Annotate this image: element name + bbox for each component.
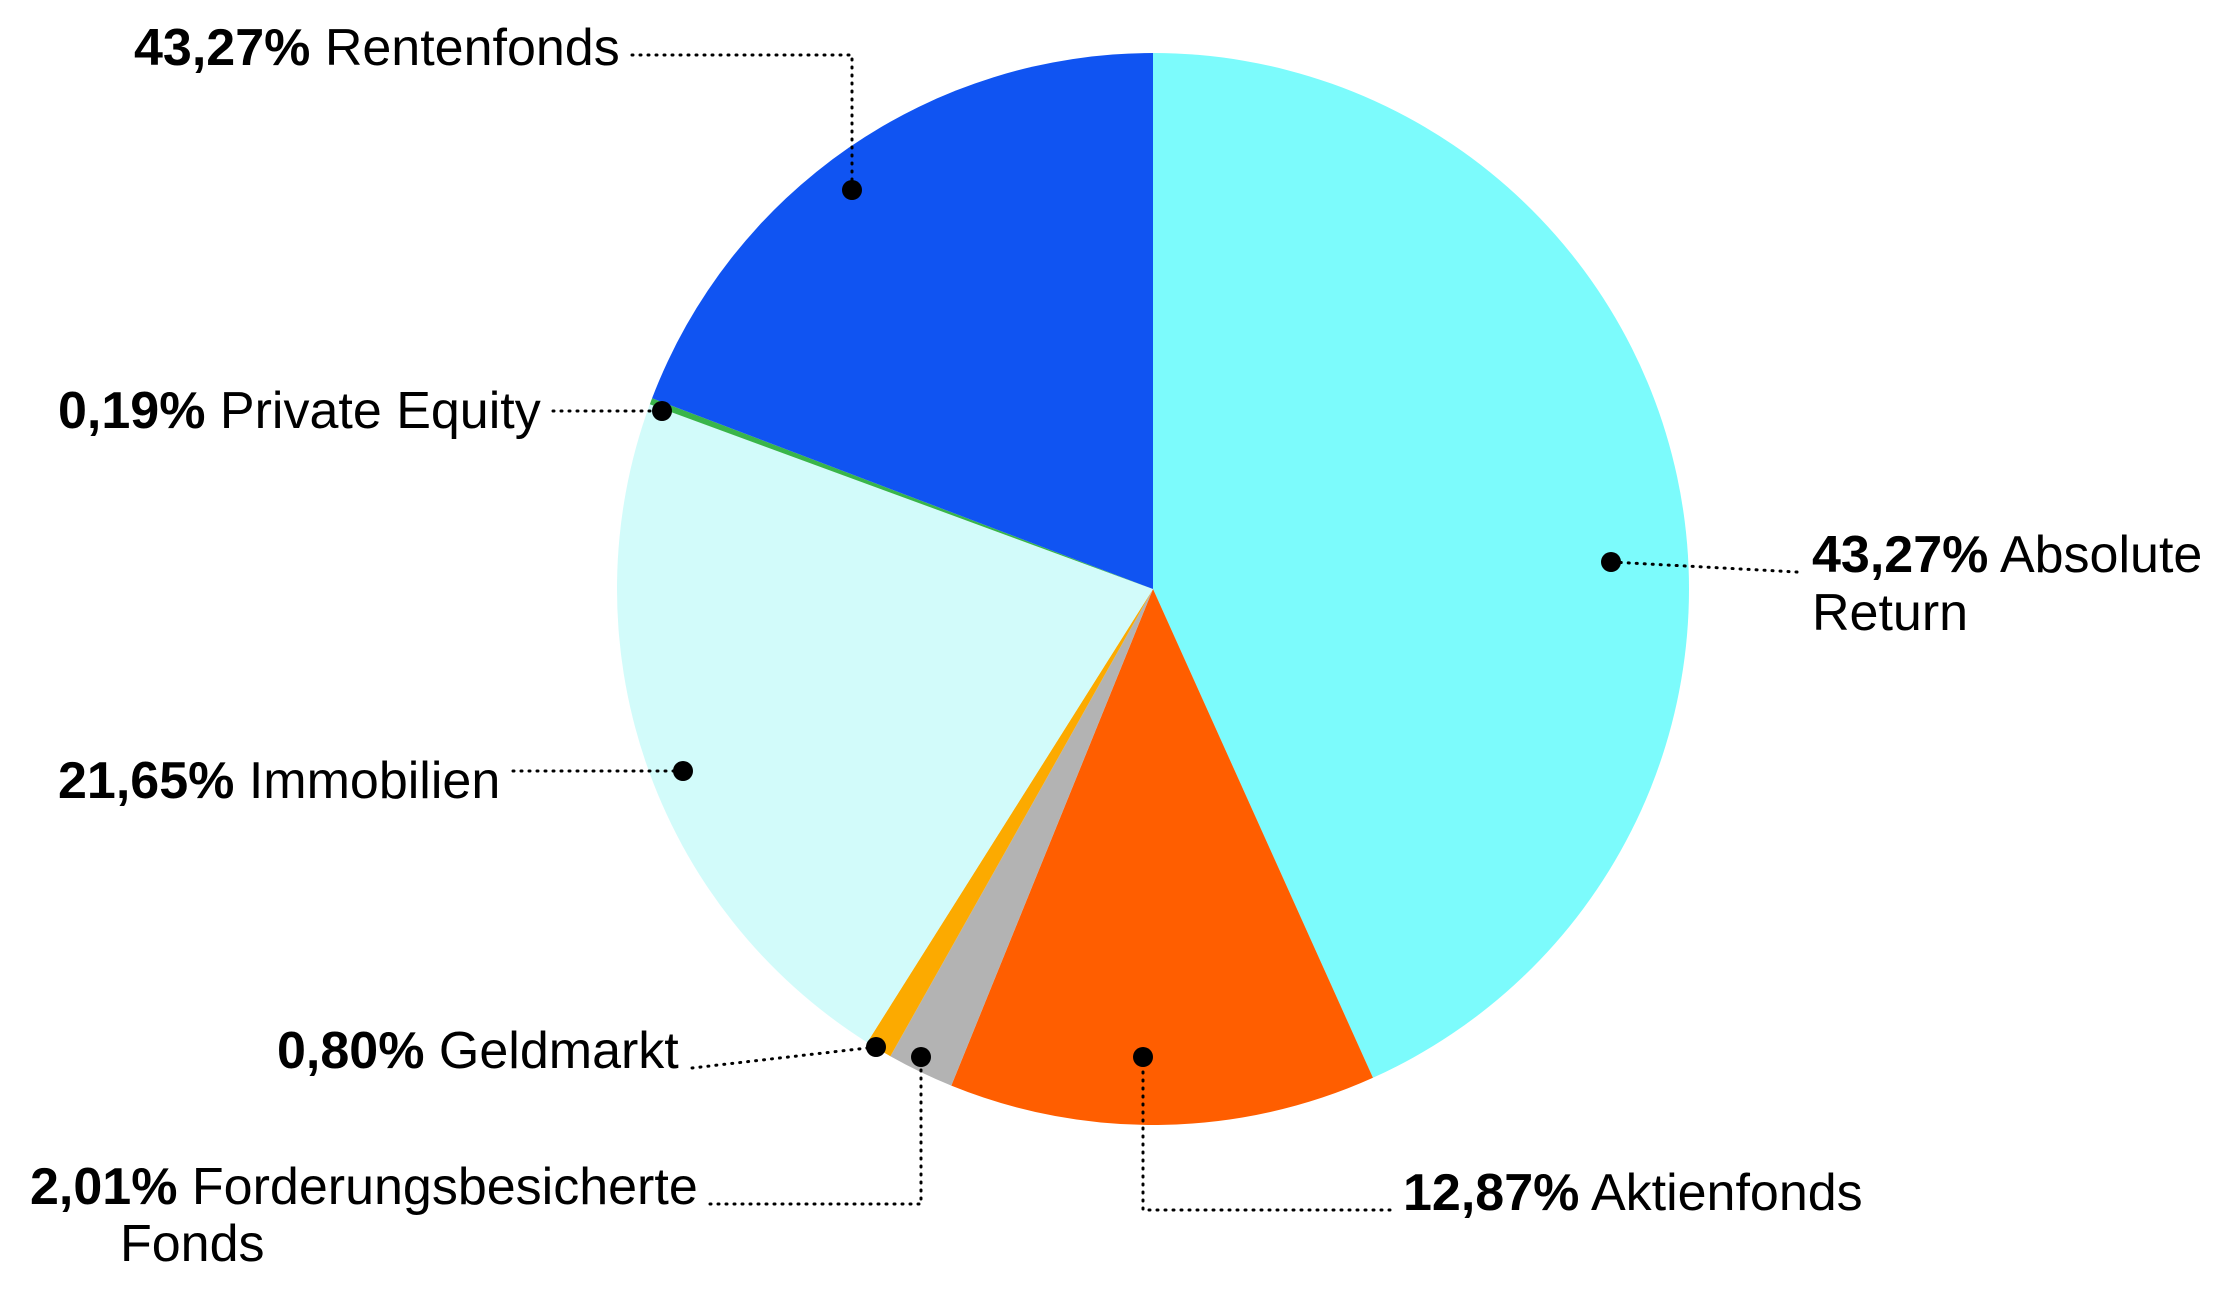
svg-text:0,80% Geldmarkt: 0,80% Geldmarkt [277, 1022, 679, 1080]
svg-text:43,27% Absolute: 43,27% Absolute [1812, 526, 2202, 584]
svg-text:0,19% Private Equity: 0,19% Private Equity [58, 382, 541, 440]
svg-text:Fonds: Fonds [120, 1215, 265, 1273]
svg-text:2,01% Forderungsbesicherte: 2,01% Forderungsbesicherte [30, 1158, 698, 1216]
svg-text:43,27% Rentenfonds: 43,27% Rentenfonds [134, 19, 620, 77]
svg-text:Return: Return [1812, 584, 1968, 642]
svg-text:21,65% Immobilien: 21,65% Immobilien [58, 752, 500, 810]
svg-text:12,87% Aktienfonds: 12,87% Aktienfonds [1403, 1164, 1863, 1222]
